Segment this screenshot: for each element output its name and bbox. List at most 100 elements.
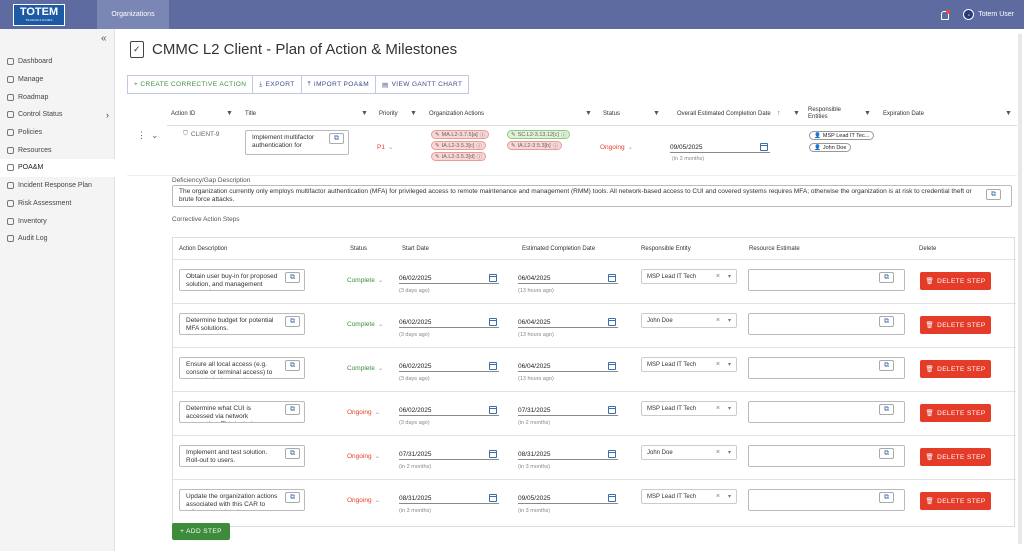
clear-icon[interactable]: × <box>715 405 720 412</box>
step-est-date-input[interactable]: 08/31/2025 <box>518 449 618 460</box>
filter-icon[interactable]: ▼ <box>864 110 871 117</box>
open-editor-icon[interactable]: ⧉ <box>879 492 894 503</box>
step-start-date-input[interactable]: 06/02/2025 <box>399 273 499 284</box>
step-status-select[interactable]: Complete ⌄ <box>347 364 384 373</box>
responsible-entity-select[interactable]: MSP Lead IT Tech × ▾ <box>641 401 737 416</box>
responsible-entity-select[interactable]: John Doe × ▾ <box>641 445 737 460</box>
sidebar-item-poa-m[interactable]: POA&M <box>0 159 115 177</box>
chevron-down-icon[interactable]: ▾ <box>727 362 731 368</box>
step-est-date-input[interactable]: 07/31/2025 <box>518 405 618 416</box>
filter-icon[interactable]: ▼ <box>226 110 233 117</box>
step-status-select[interactable]: Ongoing ⌄ <box>347 408 381 417</box>
open-editor-icon[interactable]: ⧉ <box>285 272 300 283</box>
entity-chip[interactable]: 👤 MSP Lead IT Tec... <box>809 131 875 140</box>
calendar-icon[interactable] <box>489 494 497 502</box>
sidebar-item-audit-log[interactable]: Audit Log <box>0 230 115 248</box>
filter-icon[interactable]: ▼ <box>653 110 660 117</box>
resource-estimate-field[interactable] <box>748 269 905 291</box>
delete-step-button[interactable]: 🗑 DELETE STEP <box>920 360 991 378</box>
delete-step-button[interactable]: 🗑 DELETE STEP <box>920 272 991 290</box>
org-action-tag[interactable]: ✎ IA.L2-3.5.3[b] ⓘ <box>507 141 563 150</box>
step-description-field[interactable]: Ensure all local access (e.g. console or… <box>179 357 305 379</box>
delete-step-button[interactable]: 🗑 DELETE STEP <box>920 448 991 466</box>
sort-asc-icon[interactable]: ↑ <box>777 110 781 117</box>
calendar-icon[interactable] <box>489 450 497 458</box>
sidebar-item-roadmap[interactable]: Roadmap <box>0 88 115 106</box>
export-button[interactable]: ⤓ EXPORT <box>252 75 302 94</box>
clear-icon[interactable]: × <box>715 493 720 500</box>
responsible-entity-select[interactable]: MSP Lead IT Tech × ▾ <box>641 357 737 372</box>
org-action-tag[interactable]: ✎ MA.L2-3.7.5[a] ⓘ <box>431 130 490 139</box>
step-est-date-input[interactable]: 09/05/2025 <box>518 493 618 504</box>
open-editor-icon[interactable]: ⧉ <box>879 448 894 459</box>
priority-select[interactable]: P1 ⌄ <box>377 143 394 152</box>
step-start-date-input[interactable]: 07/31/2025 <box>399 449 499 460</box>
resource-estimate-field[interactable] <box>748 489 905 511</box>
calendar-icon[interactable] <box>489 362 497 370</box>
sidebar-item-resources[interactable]: Resources <box>0 141 115 159</box>
clear-icon[interactable]: × <box>715 273 720 280</box>
completion-date-input[interactable]: 09/05/2025 <box>670 142 770 153</box>
create-corrective-action-button[interactable]: + CREATE CORRECTIVE ACTION <box>127 75 254 94</box>
open-editor-icon[interactable]: ⧉ <box>285 316 300 327</box>
filter-icon[interactable]: ▼ <box>585 110 592 117</box>
filter-icon[interactable]: ▼ <box>793 110 800 117</box>
delete-step-button[interactable]: 🗑 DELETE STEP <box>920 492 991 510</box>
step-status-select[interactable]: Complete ⌄ <box>347 276 384 285</box>
calendar-icon[interactable] <box>760 143 768 151</box>
delete-step-button[interactable]: 🗑 DELETE STEP <box>920 404 991 422</box>
chevron-down-icon[interactable]: ▾ <box>727 450 731 456</box>
open-editor-icon[interactable]: ⧉ <box>879 316 894 327</box>
step-start-date-input[interactable]: 06/02/2025 <box>399 405 499 416</box>
step-description-field[interactable]: Implement and test solution. Roll-out to… <box>179 445 305 467</box>
sidebar-item-incident-response-plan[interactable]: Incident Response Plan <box>0 177 115 195</box>
step-status-select[interactable]: Complete ⌄ <box>347 320 384 329</box>
open-editor-icon[interactable]: ⧉ <box>285 404 300 415</box>
sidebar-item-control-status[interactable]: Control Status › <box>0 106 115 124</box>
step-start-date-input[interactable]: 06/02/2025 <box>399 361 499 372</box>
chevron-right-icon[interactable]: › <box>106 109 109 120</box>
open-editor-icon[interactable]: ⧉ <box>285 360 300 371</box>
import-button[interactable]: ⤒ IMPORT POA&M <box>300 75 377 94</box>
step-start-date-input[interactable]: 08/31/2025 <box>399 493 499 504</box>
clear-icon[interactable]: × <box>715 317 720 324</box>
step-est-date-input[interactable]: 06/04/2025 <box>518 273 618 284</box>
view-gantt-button[interactable]: ▤ VIEW GANTT CHART <box>375 75 470 94</box>
sidebar-item-risk-assessment[interactable]: Risk Assessment <box>0 195 115 213</box>
open-editor-icon[interactable]: ⧉ <box>879 360 894 371</box>
user-menu[interactable]: tt Totem User <box>963 9 1014 20</box>
chevron-down-icon[interactable]: ▾ <box>727 494 731 500</box>
calendar-icon[interactable] <box>608 450 616 458</box>
org-action-tag[interactable]: ✎ IA.L2-3.5.3[c] ⓘ <box>431 141 486 150</box>
open-editor-icon[interactable]: ⧉ <box>285 448 300 459</box>
chevron-down-icon[interactable]: ▾ <box>727 274 731 280</box>
add-step-button[interactable]: + ADD STEP <box>172 523 230 540</box>
scrollbar[interactable] <box>1018 34 1022 544</box>
clear-icon[interactable]: × <box>715 449 720 456</box>
org-action-tag[interactable]: ✎ SC.L2-3.13.12[c] ⓘ <box>507 130 571 139</box>
sidebar-item-policies[interactable]: Policies <box>0 124 115 142</box>
entity-chip[interactable]: 👤 John Doe <box>809 143 852 152</box>
org-action-tag[interactable]: ✎ IA.L2-3.5.3[d] ⓘ <box>431 152 487 161</box>
calendar-icon[interactable] <box>489 318 497 326</box>
totem-logo[interactable]: TOTEM TECHNOLOGIES <box>13 3 65 26</box>
step-status-select[interactable]: Ongoing ⌄ <box>347 496 381 505</box>
sidebar-item-dashboard[interactable]: Dashboard <box>0 53 115 71</box>
filter-icon[interactable]: ▼ <box>361 110 368 117</box>
status-select[interactable]: Ongoing ⌄ <box>600 143 634 152</box>
calendar-icon[interactable] <box>489 274 497 282</box>
step-description-field[interactable]: Determine what CUI is accessed via netwo… <box>179 401 305 423</box>
more-options-icon[interactable]: ⋮ <box>137 130 146 140</box>
step-est-date-input[interactable]: 06/04/2025 <box>518 317 618 328</box>
chevron-down-icon[interactable]: ▾ <box>727 406 731 412</box>
responsible-entity-select[interactable]: MSP Lead IT Tech × ▾ <box>641 269 737 284</box>
step-start-date-input[interactable]: 06/02/2025 <box>399 317 499 328</box>
organizations-tab[interactable]: Organizations <box>97 0 169 29</box>
open-editor-icon[interactable]: ⧉ <box>285 492 300 503</box>
clear-icon[interactable]: × <box>715 361 720 368</box>
calendar-icon[interactable] <box>608 274 616 282</box>
step-est-date-input[interactable]: 06/04/2025 <box>518 361 618 372</box>
step-description-field[interactable]: Obtain user buy-in for proposed solution… <box>179 269 305 291</box>
calendar-icon[interactable] <box>608 406 616 414</box>
calendar-icon[interactable] <box>608 362 616 370</box>
